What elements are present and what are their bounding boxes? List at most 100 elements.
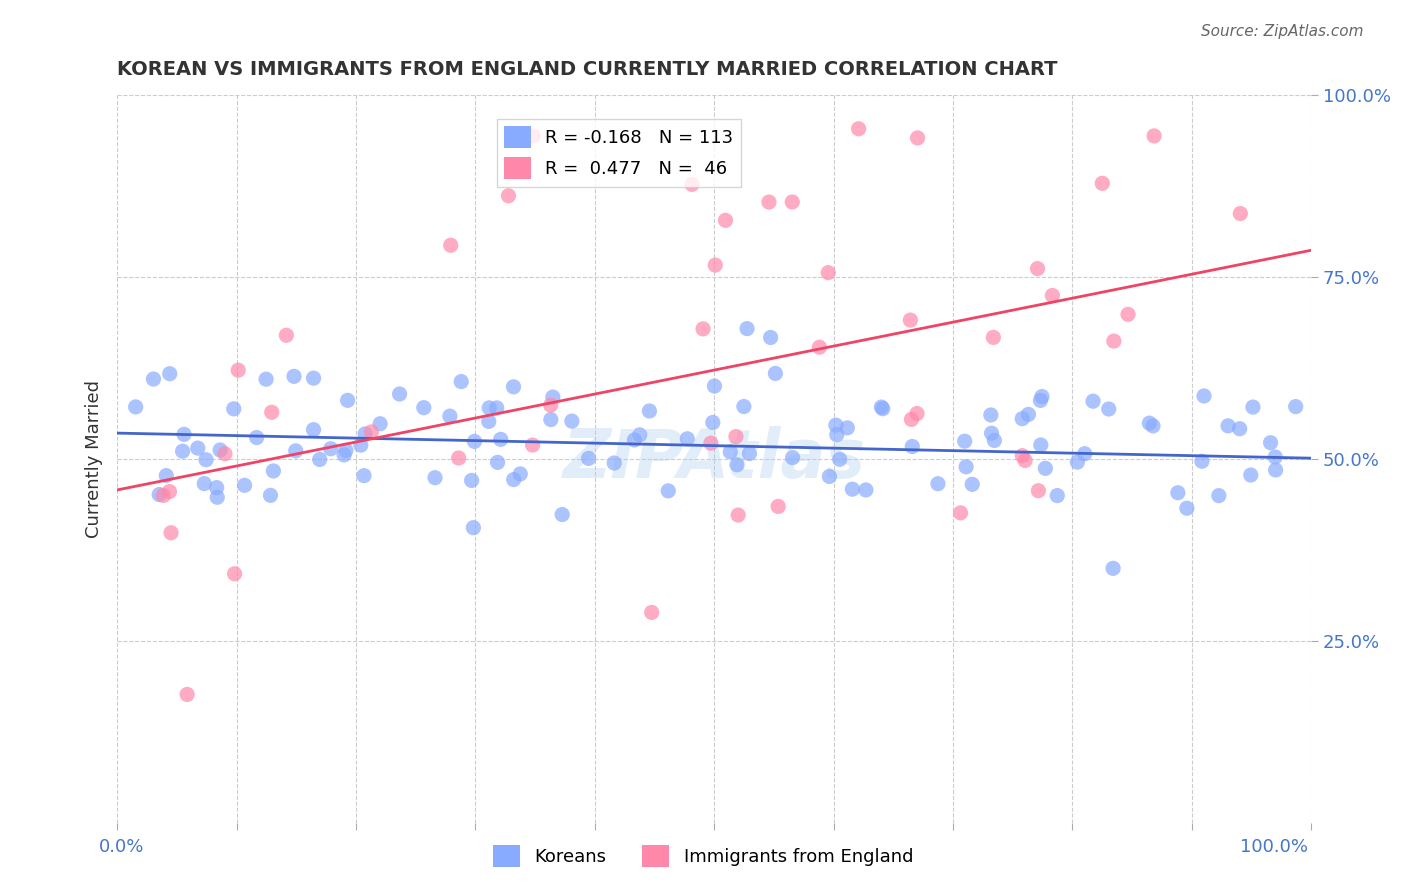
Point [1028,483,1050,498]
Point [1192,389,1215,403]
Point [733,400,755,414]
Point [900,412,922,426]
Point [360,425,382,439]
Point [262,464,284,478]
Point [825,418,848,433]
Point [714,213,737,227]
Point [463,521,485,535]
Point [1142,418,1164,433]
Point [1208,489,1230,503]
Point [638,404,661,418]
Point [825,427,848,442]
Point [898,313,921,327]
Point [412,401,434,415]
Point [704,258,727,272]
Point [700,436,723,450]
Point [478,414,501,428]
Point [486,455,509,469]
Text: KOREAN VS IMMIGRANTS FROM ENGLAND CURRENTLY MARRIED CORRELATION CHART: KOREAN VS IMMIGRANTS FROM ENGLAND CURREN… [117,60,1057,78]
Point [353,468,375,483]
Point [808,340,831,354]
Point [1143,128,1166,143]
Point [302,371,325,385]
Point [1102,561,1125,575]
Point [1073,447,1095,461]
Point [551,508,574,522]
Point [1102,334,1125,348]
Point [603,456,626,470]
Point [148,487,170,501]
Point [205,481,228,495]
Legend: Koreans, Immigrants from England: Koreans, Immigrants from England [485,838,921,874]
Point [439,409,461,424]
Point [478,401,501,415]
Text: 0.0%: 0.0% [98,838,143,855]
Point [259,488,281,502]
Point [1175,501,1198,516]
Point [187,441,209,455]
Point [1046,489,1069,503]
Point [308,452,330,467]
Point [1011,411,1033,425]
Point [955,459,977,474]
Point [759,330,782,344]
Point [276,328,298,343]
Point [540,398,562,412]
Point [1229,206,1251,220]
Point [681,178,703,192]
Legend: R = -0.168   N = 113, R =  0.477   N =  46: R = -0.168 N = 113, R = 0.477 N = 46 [496,119,741,186]
Point [763,367,786,381]
Point [450,375,472,389]
Point [1029,393,1052,408]
Point [509,467,531,481]
Text: 100.0%: 100.0% [1240,838,1308,855]
Point [855,483,877,497]
Point [246,431,269,445]
Point [692,322,714,336]
Point [983,434,1005,448]
Y-axis label: Currently Married: Currently Married [86,381,103,539]
Point [1264,450,1286,464]
Point [817,266,839,280]
Point [489,433,512,447]
Point [907,131,929,145]
Point [155,468,177,483]
Point [927,476,949,491]
Point [1191,454,1213,468]
Point [1029,438,1052,452]
Point [905,407,928,421]
Point [901,440,924,454]
Point [766,500,789,514]
Point [159,484,181,499]
Point [124,400,146,414]
Point [1098,401,1121,416]
Point [1241,400,1264,414]
Point [1116,307,1139,321]
Point [980,426,1002,441]
Point [657,483,679,498]
Point [983,330,1005,344]
Point [953,434,976,449]
Point [578,451,600,466]
Point [260,405,283,419]
Point [641,606,664,620]
Point [222,401,245,416]
Point [1081,394,1104,409]
Point [302,423,325,437]
Point [522,128,544,143]
Point [502,473,524,487]
Point [1091,176,1114,190]
Point [522,438,544,452]
Point [703,379,725,393]
Point [233,478,256,492]
Point [818,469,841,483]
Point [207,490,229,504]
Point [561,414,583,428]
Point [1014,453,1036,467]
Point [224,566,246,581]
Point [1026,261,1049,276]
Point [283,369,305,384]
Point [718,445,741,459]
Point [423,471,446,485]
Point [1017,408,1039,422]
